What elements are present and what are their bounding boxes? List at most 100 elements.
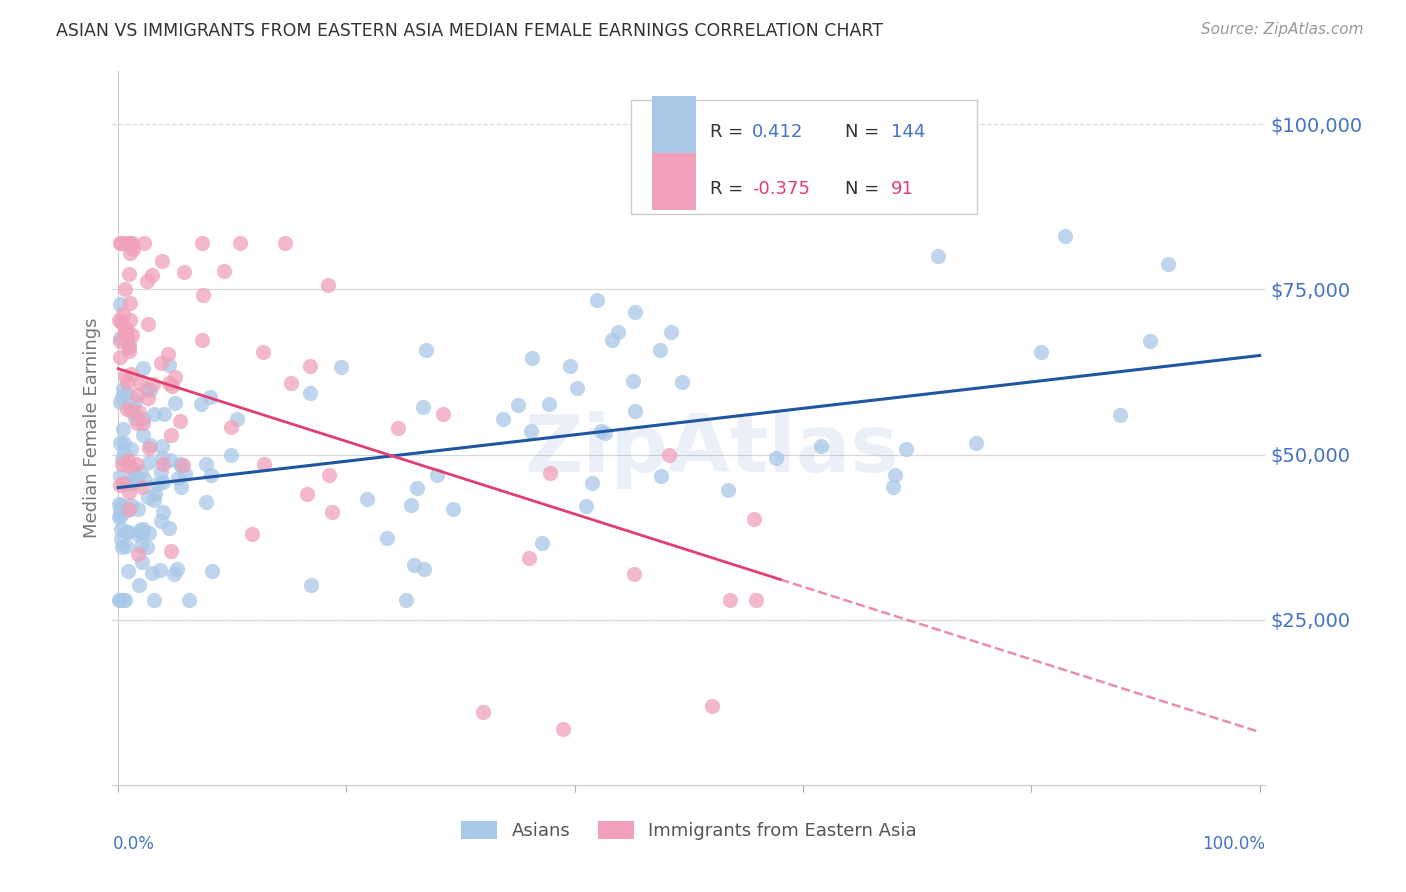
Point <box>114 323 136 337</box>
Point <box>143 493 166 508</box>
Point <box>607 326 630 340</box>
Point <box>108 297 131 311</box>
Point <box>299 386 322 401</box>
Point <box>492 411 515 425</box>
Point <box>316 277 339 292</box>
Point <box>191 236 214 251</box>
Point <box>252 345 274 359</box>
Point <box>149 356 172 370</box>
Point <box>195 495 218 509</box>
Point <box>432 407 454 421</box>
Point <box>111 540 134 554</box>
Point <box>165 396 187 410</box>
Point <box>139 383 162 397</box>
Point <box>110 351 132 365</box>
Point <box>125 457 148 471</box>
Point <box>127 502 149 516</box>
Point <box>131 525 153 540</box>
Point <box>412 400 434 414</box>
Point <box>117 453 139 467</box>
Point <box>115 375 138 389</box>
Point <box>115 401 138 416</box>
Point <box>108 468 131 483</box>
Point <box>115 525 138 540</box>
Point <box>110 236 132 251</box>
Point <box>114 593 136 607</box>
Point <box>134 472 156 486</box>
Point <box>112 422 135 436</box>
Point <box>117 502 139 516</box>
Point <box>214 264 236 278</box>
Point <box>112 435 135 450</box>
Point <box>118 337 141 351</box>
Point <box>589 424 612 438</box>
Point <box>1108 408 1130 422</box>
Point <box>280 376 302 391</box>
Point <box>141 268 163 282</box>
Point <box>229 236 252 251</box>
Point <box>406 481 429 495</box>
Point <box>143 487 166 501</box>
Point <box>472 706 495 720</box>
Point <box>1139 334 1161 348</box>
Point <box>128 404 150 418</box>
Point <box>150 254 173 268</box>
Point <box>115 236 138 251</box>
Point <box>138 526 160 541</box>
Point <box>742 512 765 526</box>
Point <box>143 593 166 607</box>
Point <box>321 505 343 519</box>
Point <box>114 282 136 296</box>
Point <box>127 547 149 561</box>
Point <box>138 455 160 469</box>
Point <box>200 390 222 404</box>
Point <box>115 323 138 337</box>
Point <box>127 473 149 487</box>
Point <box>138 392 160 406</box>
Point <box>108 593 131 607</box>
Point <box>111 382 134 396</box>
Point <box>586 293 609 307</box>
Point <box>160 428 183 442</box>
Point <box>118 246 141 260</box>
Point <box>219 448 242 462</box>
Point <box>111 476 134 491</box>
Point <box>506 398 529 412</box>
Point <box>152 457 174 471</box>
Point <box>882 479 904 493</box>
Point <box>122 463 145 477</box>
Point <box>128 578 150 592</box>
Point <box>131 480 153 494</box>
Point <box>387 421 409 435</box>
Point <box>399 499 422 513</box>
Point <box>129 466 152 480</box>
Point <box>114 476 136 491</box>
Point <box>163 566 186 581</box>
Point <box>121 236 143 251</box>
Point <box>118 236 141 251</box>
Point <box>299 578 322 592</box>
Point <box>142 377 165 392</box>
Point <box>624 304 647 318</box>
Point <box>200 468 222 483</box>
Text: 0.412: 0.412 <box>752 123 804 141</box>
Point <box>108 394 131 409</box>
Point <box>115 539 138 553</box>
Point <box>121 476 143 491</box>
Point <box>121 402 143 417</box>
Point <box>159 453 181 467</box>
Point <box>117 564 139 578</box>
Point <box>160 379 183 393</box>
Point <box>108 313 131 327</box>
Y-axis label: Median Female Earnings: Median Female Earnings <box>83 318 101 539</box>
Point <box>650 469 672 483</box>
Point <box>108 331 131 345</box>
Point <box>717 483 740 498</box>
Point <box>415 343 437 357</box>
Point <box>152 505 174 519</box>
Point <box>375 532 398 546</box>
Point <box>402 558 425 572</box>
Point <box>129 539 152 553</box>
Point <box>201 564 224 578</box>
Point <box>394 593 416 607</box>
